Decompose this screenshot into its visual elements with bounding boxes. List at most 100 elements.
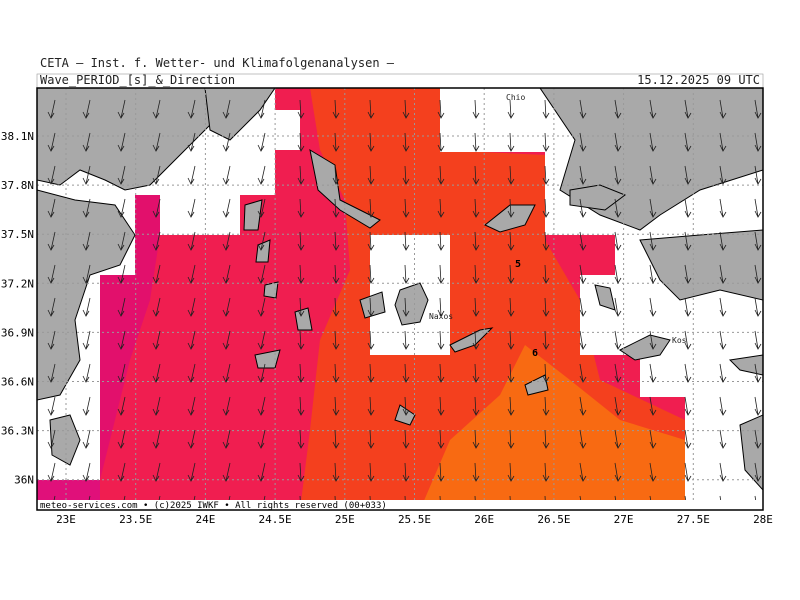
wave-arrow: [472, 198, 480, 218]
wave-arrow: [579, 198, 587, 218]
wave-arrow: [542, 330, 550, 350]
wave-arrow: [152, 363, 161, 383]
wave-arrow: [332, 165, 340, 185]
wave-arrow: [614, 264, 622, 284]
wave-arrow: [152, 99, 161, 119]
wave-arrow: [472, 264, 480, 284]
wave-arrow: [47, 198, 56, 218]
wave-arrow: [649, 330, 657, 350]
wave-arrow: [82, 429, 91, 449]
wave-arrow: [542, 363, 550, 383]
wave-arrow: [152, 429, 161, 449]
wave-arrow: [152, 396, 161, 416]
wave-arrow: [152, 462, 161, 482]
wave-arrow: [684, 132, 692, 152]
wave-arrow: [754, 99, 762, 119]
wave-arrow: [222, 462, 231, 482]
wave-arrow: [297, 297, 305, 317]
wave-arrow: [332, 231, 340, 251]
valid-time: 15.12.2025 09 UTC: [637, 73, 760, 87]
wave-arrow: [754, 396, 762, 416]
wave-arrow: [187, 132, 196, 152]
wave-arrow: [614, 330, 622, 350]
wave-arrow: [579, 132, 587, 152]
lat-label: 37.2N: [1, 277, 34, 290]
lat-label: 36.9N: [1, 326, 34, 339]
wave-arrow: [614, 363, 622, 383]
wave-arrow: [222, 132, 231, 152]
wave-arrow: [649, 363, 657, 383]
lon-label: 27.5E: [677, 513, 710, 526]
lon-label: 25.5E: [398, 513, 431, 526]
wave-arrow: [367, 132, 375, 152]
wave-arrow: [367, 330, 375, 350]
footer-bar: [37, 500, 763, 510]
wave-arrow: [82, 99, 91, 119]
wave-arrow: [82, 231, 91, 251]
wave-arrow: [187, 429, 196, 449]
wave-arrow: [82, 132, 91, 152]
wave-arrow: [719, 132, 727, 152]
wave-arrow: [579, 264, 587, 284]
wave-arrow: [187, 330, 196, 350]
wave-arrow: [332, 132, 340, 152]
wave-arrow: [187, 264, 196, 284]
wave-arrow: [402, 264, 410, 284]
wave-arrow: [472, 132, 480, 152]
wave-arrow: [222, 165, 231, 185]
wave-arrow: [402, 462, 410, 482]
wave-arrow: [367, 99, 375, 119]
wave-arrow: [754, 429, 762, 449]
lat-label: 36.6N: [1, 376, 34, 389]
wave-arrow: [507, 231, 515, 251]
wave-arrow: [472, 99, 480, 119]
wave-arrow: [117, 198, 126, 218]
wave-arrow: [437, 429, 445, 449]
wave-arrow: [117, 462, 126, 482]
wave-arrow: [684, 99, 692, 119]
wave-arrow: [222, 99, 231, 119]
wave-arrow: [719, 363, 727, 383]
map-frame: [36, 87, 764, 511]
wave-arrow: [507, 99, 515, 119]
wave-arrow: [719, 165, 727, 185]
wave-arrow: [402, 297, 410, 317]
period-zone: [100, 195, 160, 480]
wave-arrow: [367, 264, 375, 284]
wave-arrow: [117, 297, 126, 317]
wave-arrow: [649, 297, 657, 317]
lon-label: 25E: [335, 513, 355, 526]
wave-arrow: [614, 99, 622, 119]
wave-arrow: [402, 429, 410, 449]
wave-arrow: [367, 462, 375, 482]
wave-arrow: [117, 363, 126, 383]
wave-arrow: [719, 297, 727, 317]
wave-arrow: [437, 231, 445, 251]
wave-arrow: [257, 396, 266, 416]
wave-arrow: [47, 462, 56, 482]
wave-arrow: [257, 198, 266, 218]
wave-arrow: [47, 297, 56, 317]
wave-arrow: [437, 264, 445, 284]
wave-arrow: [402, 363, 410, 383]
wave-arrow: [437, 165, 445, 185]
wave-arrow: [579, 231, 587, 251]
wave-arrow: [257, 462, 266, 482]
wave-arrow: [437, 132, 445, 152]
wave-arrow: [542, 132, 550, 152]
wave-arrow: [507, 363, 515, 383]
wave-arrow: [117, 165, 126, 185]
wave-arrow: [507, 132, 515, 152]
wave-arrow: [437, 297, 445, 317]
wave-arrow: [684, 429, 692, 449]
lon-label: 23.5E: [119, 513, 152, 526]
wave-arrow: [297, 132, 305, 152]
wave-arrow: [542, 297, 550, 317]
wave-arrow: [754, 330, 762, 350]
wave-arrow: [332, 198, 340, 218]
wave-arrow: [437, 363, 445, 383]
wave-arrow: [47, 429, 56, 449]
wave-arrow: [47, 132, 56, 152]
wave-arrow: [367, 198, 375, 218]
